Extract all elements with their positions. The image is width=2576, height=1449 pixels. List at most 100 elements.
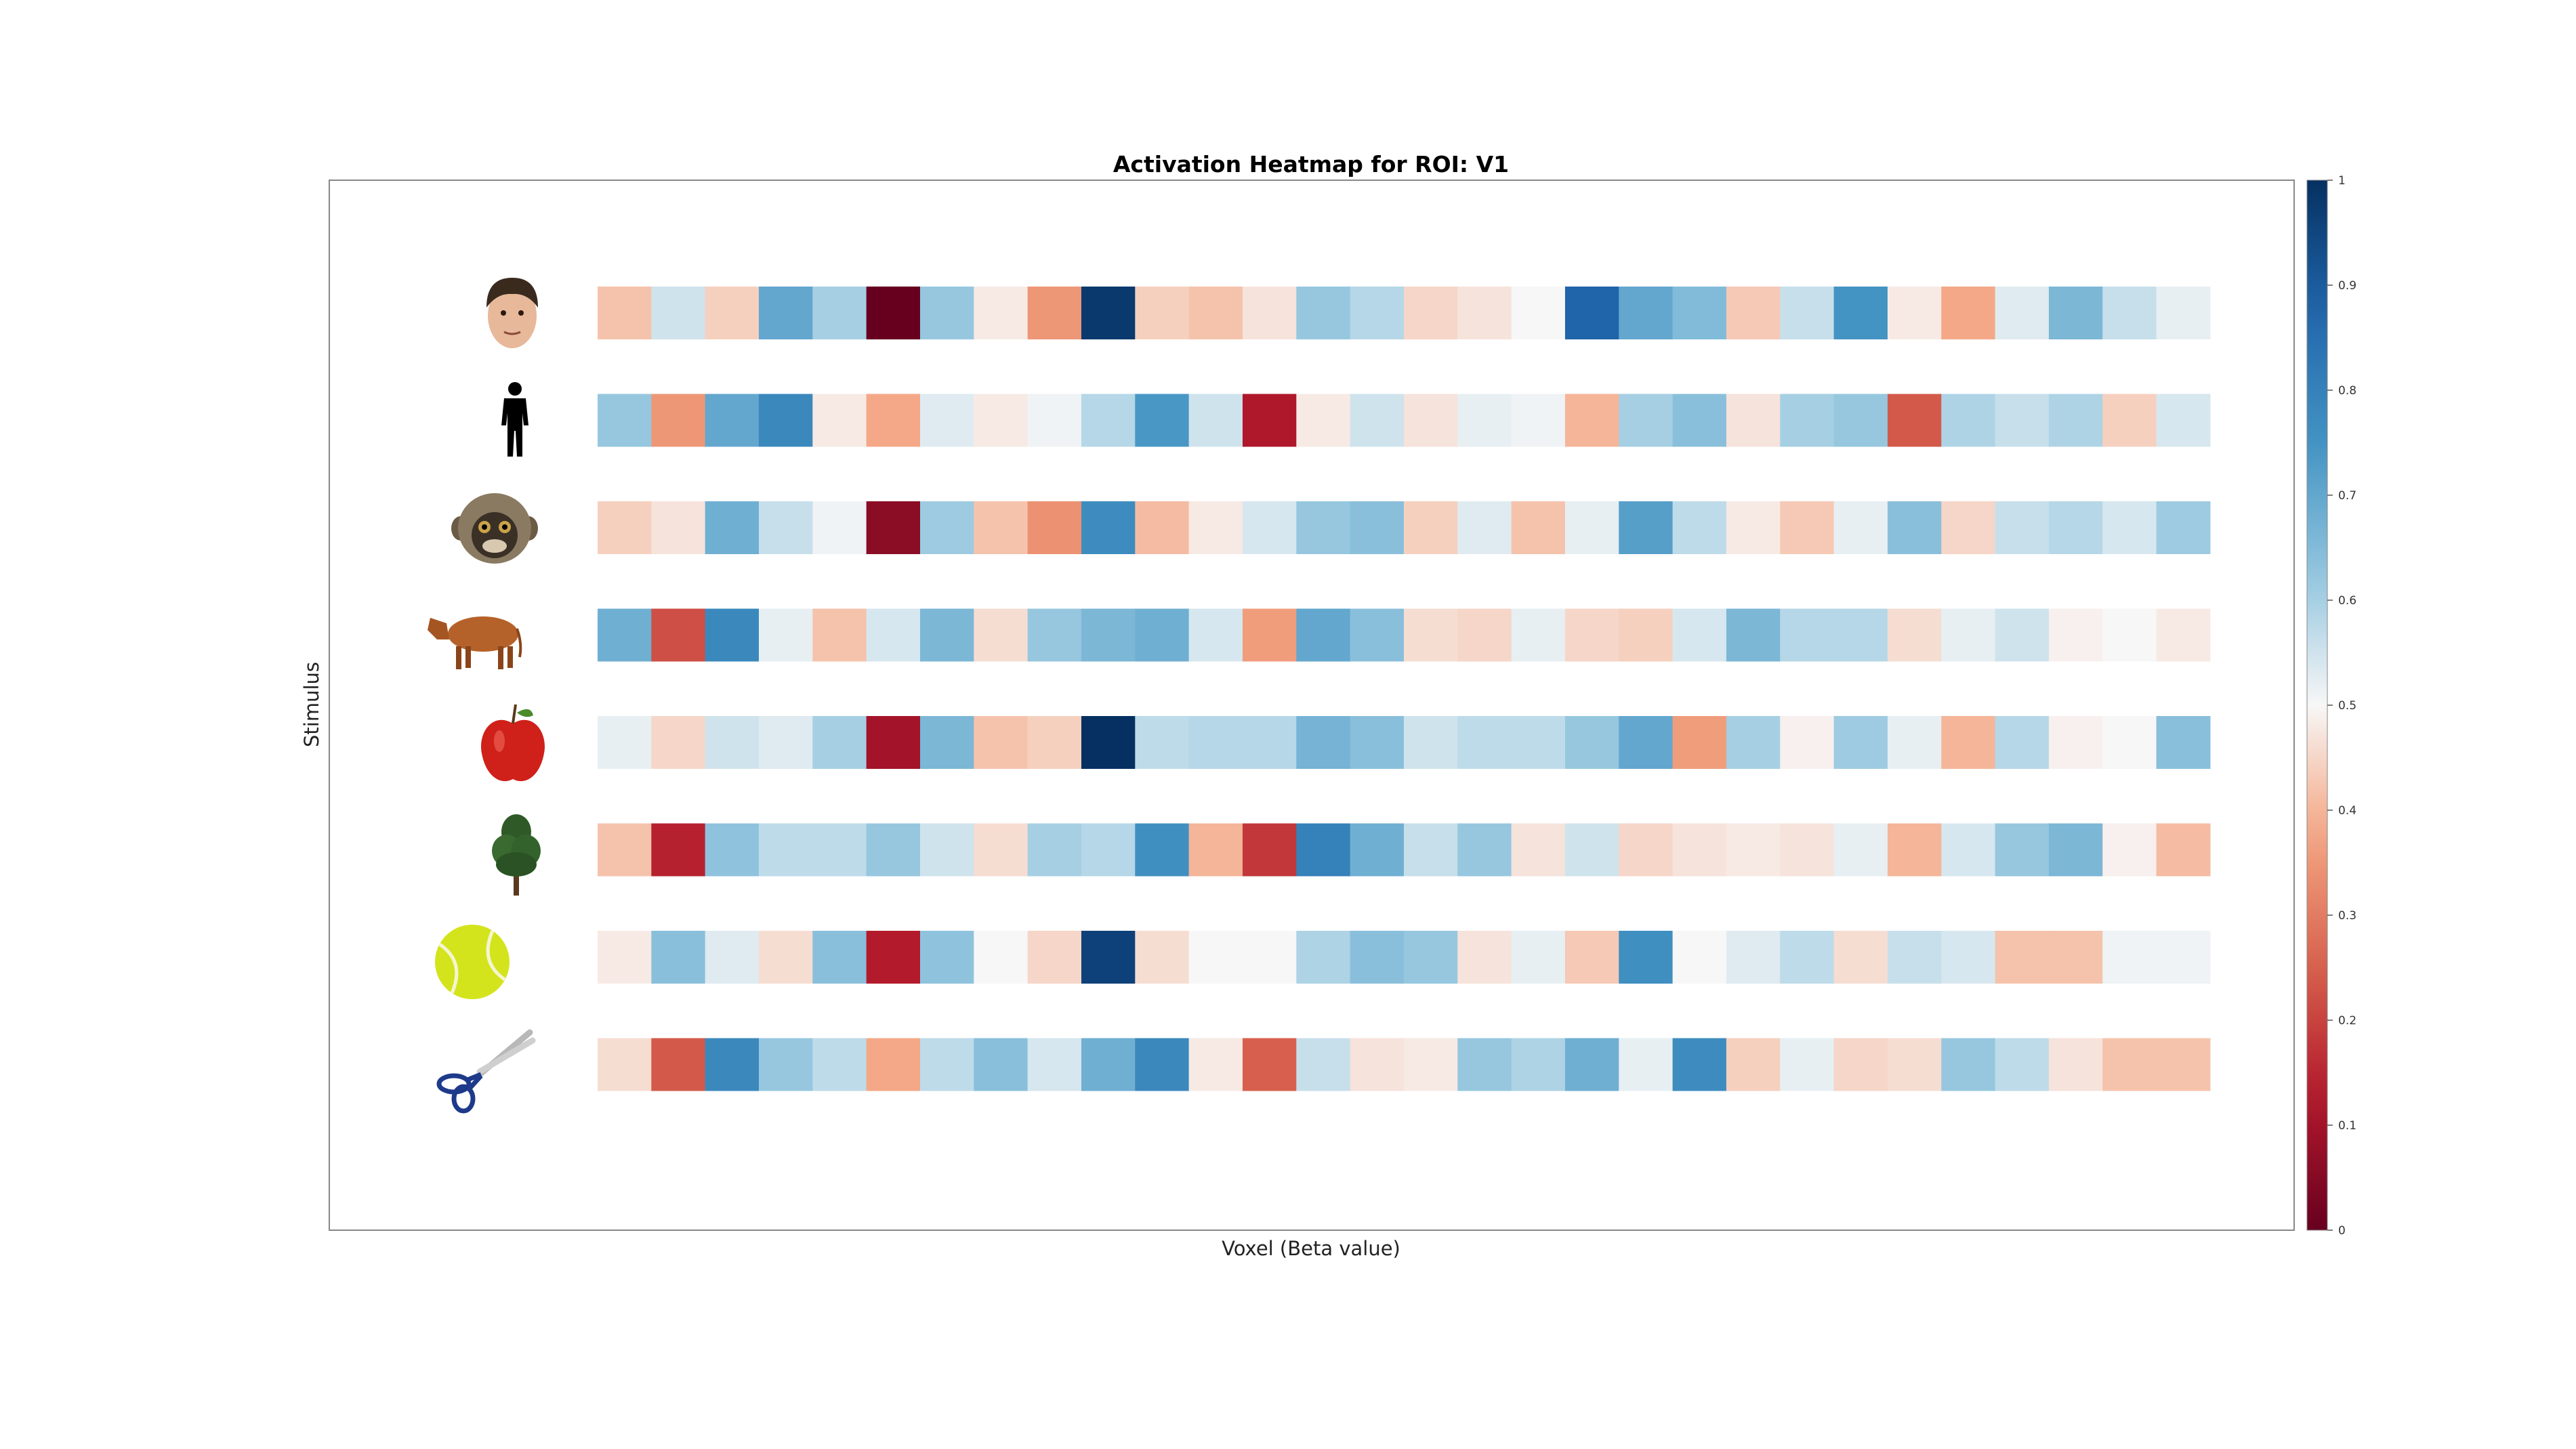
heatmap-cell: [1403, 823, 1458, 877]
heatmap-cell: [866, 394, 921, 447]
heatmap-row: [598, 501, 2211, 554]
heatmap-cell: [1833, 716, 1888, 769]
heatmap-cell: [974, 716, 1029, 769]
heatmap-cell: [598, 608, 652, 662]
heatmap-cell: [2156, 716, 2211, 769]
heatmap-cell: [1403, 501, 1458, 554]
heatmap-cell: [1511, 931, 1566, 984]
heatmap-cell: [2048, 716, 2103, 769]
heatmap-cell: [705, 394, 760, 447]
heatmap-cell: [1833, 394, 1888, 447]
heatmap-cell: [598, 931, 652, 984]
heatmap-cell: [1511, 716, 1566, 769]
heatmap-cell: [1672, 716, 1727, 769]
heatmap-cell: [1564, 716, 1619, 769]
heatmap-cell: [1941, 716, 1996, 769]
heatmap-cell: [1511, 608, 1566, 662]
heatmap-cell: [1350, 394, 1405, 447]
heatmap-cell: [2156, 608, 2211, 662]
heatmap-cell: [1619, 394, 1674, 447]
heatmap-cell: [1188, 823, 1243, 877]
heatmap-cell: [1188, 608, 1243, 662]
heatmap-cell: [919, 931, 974, 984]
heatmap-cell: [1672, 931, 1727, 984]
heatmap-cell: [1027, 823, 1082, 877]
heatmap-cell: [1887, 501, 1942, 554]
heatmap-cell: [1188, 931, 1243, 984]
heatmap-cell: [1511, 287, 1566, 339]
heatmap-cell: [2048, 287, 2103, 339]
heatmap-cell: [2048, 823, 2103, 877]
heatmap-cell: [1995, 716, 2050, 769]
colorbar: [2306, 180, 2328, 1231]
heatmap-cell: [2156, 931, 2211, 984]
heatmap-cell: [1564, 394, 1619, 447]
heatmap-cell: [866, 716, 921, 769]
heatmap-cell: [1403, 931, 1458, 984]
face-icon: [486, 278, 538, 348]
colorbar-tick-label: 0: [2338, 1224, 2346, 1238]
heatmap-cell: [2048, 501, 2103, 554]
heatmap-cell: [651, 608, 706, 662]
heatmap-cell: [1027, 501, 1082, 554]
heatmap-cell: [1511, 501, 1566, 554]
heatmap-cell: [812, 287, 867, 339]
heatmap-cell: [812, 823, 867, 877]
heatmap-cell: [866, 1038, 921, 1091]
heatmap-cell: [866, 287, 921, 339]
heatmap-row: [598, 716, 2211, 769]
heatmap-cell: [1780, 608, 1835, 662]
heatmap-cell: [1619, 716, 1674, 769]
heatmap-cell: [1564, 501, 1619, 554]
heatmap-cell: [1188, 1038, 1243, 1091]
heatmap-cell: [866, 931, 921, 984]
heatmap-cell: [1242, 823, 1297, 877]
heatmap-cell: [919, 501, 974, 554]
heatmap-cell: [1188, 394, 1243, 447]
heatmap-cell: [1833, 931, 1888, 984]
colorbar-tick-label: 0.3: [2338, 909, 2356, 923]
heatmap-cell: [1726, 608, 1781, 662]
heatmap-cell: [1242, 608, 1297, 662]
heatmap-cell: [1619, 501, 1674, 554]
heatmap-cell: [1941, 823, 1996, 877]
heatmap-cell: [651, 716, 706, 769]
heatmap-cell: [1457, 823, 1512, 877]
heatmap-cell: [1780, 716, 1835, 769]
heatmap-cell: [1296, 823, 1351, 877]
heatmap-cell: [598, 501, 652, 554]
heatmap-cell: [1941, 1038, 1996, 1091]
colorbar-tick-label: 0.1: [2338, 1119, 2356, 1133]
heatmap-cell: [1027, 608, 1082, 662]
heatmap-cell: [2102, 931, 2157, 984]
heatmap-cell: [1403, 1038, 1458, 1091]
heatmap-cell: [1350, 501, 1405, 554]
heatmap-cell: [1833, 608, 1888, 662]
heatmap-cell: [1350, 716, 1405, 769]
heatmap-cell: [1726, 1038, 1781, 1091]
heatmap-cell: [1564, 1038, 1619, 1091]
heatmap-cell: [1135, 716, 1190, 769]
heatmap-cell: [1726, 931, 1781, 984]
heatmap-cell: [1135, 394, 1190, 447]
heatmap-cell: [705, 716, 760, 769]
heatmap-cell: [1833, 1038, 1888, 1091]
heatmap-cell: [2156, 287, 2211, 339]
heatmap-cell: [1457, 1038, 1512, 1091]
heatmap-cell: [1081, 501, 1136, 554]
heatmap-cell: [1780, 501, 1835, 554]
heatmap-cell: [1511, 823, 1566, 877]
heatmap-cell: [651, 394, 706, 447]
heatmap-cell: [1081, 1038, 1136, 1091]
heatmap-cell: [1403, 608, 1458, 662]
heatmap-cell: [651, 501, 706, 554]
heatmap-cell: [651, 931, 706, 984]
heatmap-cell: [1780, 823, 1835, 877]
heatmap-cell: [758, 931, 813, 984]
heatmap-cell: [1081, 608, 1136, 662]
heatmap-cell: [1887, 823, 1942, 877]
heatmap-cell: [1941, 931, 1996, 984]
heatmap-cell: [1135, 823, 1190, 877]
heatmap-cell: [1027, 931, 1082, 984]
heatmap-cell: [2102, 287, 2157, 339]
